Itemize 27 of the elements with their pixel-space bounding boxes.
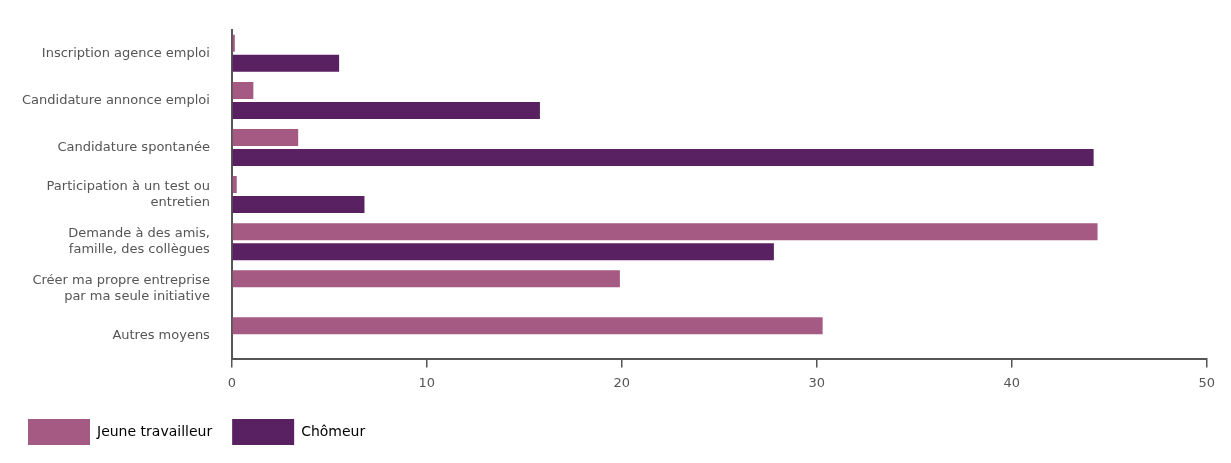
bar (232, 317, 823, 335)
legend-label: Jeune travailleur (96, 422, 213, 439)
y-tick-label: Participation à un test ou entretien (46, 178, 210, 209)
bar (232, 223, 1098, 241)
bar (232, 34, 235, 52)
bar (232, 270, 620, 288)
x-tick-label: 0 (227, 374, 237, 390)
bar (232, 129, 299, 147)
x-tick-label: 10 (418, 374, 436, 390)
bar (232, 81, 254, 99)
y-tick-label: Demande à des amis, famille, des collègues (68, 225, 211, 256)
x-tick-label: 30 (808, 374, 826, 390)
x-tick-label: 50 (1198, 374, 1215, 390)
x-tick-label: 40 (1003, 374, 1021, 390)
bar (232, 176, 237, 194)
y-tick-label: Autres moyens (112, 327, 211, 343)
x-tick-label: 20 (613, 374, 631, 390)
y-tick-label: Créer ma propre entreprise par ma seule initiative (32, 272, 210, 303)
legend-label: Chômeur (301, 422, 366, 439)
y-tick-label: Inscription agence emploi (41, 44, 210, 60)
bar (232, 243, 774, 261)
y-tick-label: Candidature spontanée (57, 138, 210, 154)
bar (232, 54, 340, 72)
bar (232, 196, 365, 214)
bar (232, 101, 540, 119)
y-tick-label: Candidature annonce emploi (21, 91, 210, 107)
bar (232, 149, 1094, 167)
